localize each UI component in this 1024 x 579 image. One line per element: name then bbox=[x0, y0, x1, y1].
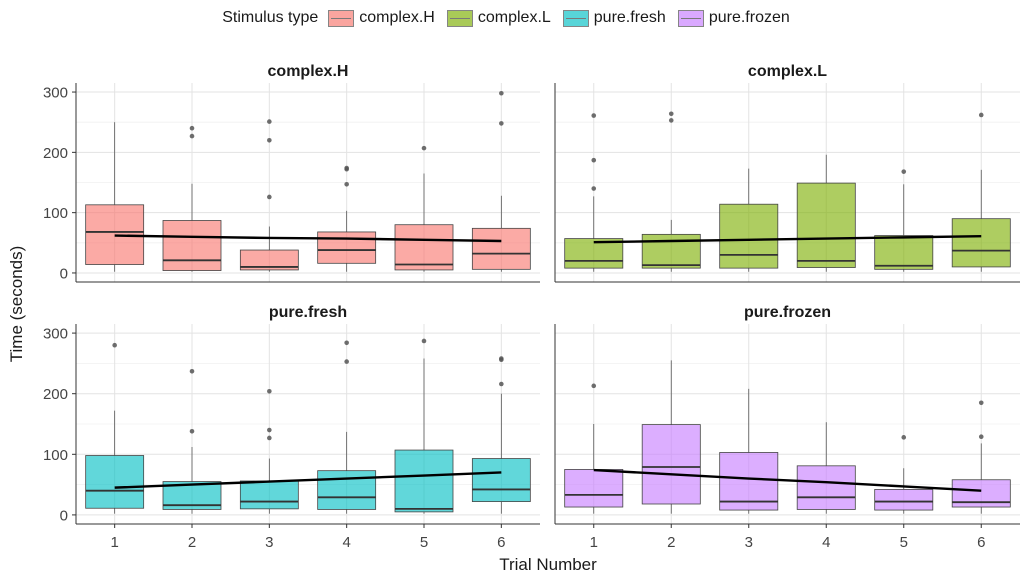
box-complex-l-trial-1 bbox=[564, 238, 624, 269]
outlier-point bbox=[591, 186, 597, 191]
legend-label-complex-l: complex.L bbox=[477, 9, 551, 26]
box-complex-h-trial-6 bbox=[471, 227, 531, 270]
legend-label-pure-frozen: pure.frozen bbox=[708, 9, 790, 26]
legend: Stimulus type complex.H complex.L pure.f… bbox=[0, 6, 1024, 30]
x-tick-label: 1 bbox=[110, 534, 118, 551]
legend-key-pure-frozen bbox=[677, 9, 704, 27]
outlier-point bbox=[978, 112, 984, 118]
y-tick-label: 300 bbox=[43, 85, 68, 102]
outlier-point bbox=[112, 342, 117, 348]
outlier-point bbox=[499, 121, 504, 126]
legend-item-complex-h: complex.H bbox=[328, 9, 435, 27]
y-tick-label: 100 bbox=[43, 205, 68, 222]
legend-label-pure-fresh: pure.fresh bbox=[593, 9, 666, 26]
outlier-point bbox=[591, 113, 597, 118]
outlier-point bbox=[267, 119, 272, 124]
outlier-point bbox=[189, 133, 195, 139]
outlier-point bbox=[267, 194, 272, 200]
legend-key-pure-fresh bbox=[562, 9, 589, 27]
outlier-point bbox=[591, 157, 597, 163]
outlier-point bbox=[344, 165, 349, 171]
box-complex-h-trial-4 bbox=[317, 231, 377, 264]
x-tick-label: 5 bbox=[900, 534, 908, 551]
legend-item-complex-l: complex.L bbox=[446, 9, 551, 27]
panel-title-pure-frozen: pure.frozen bbox=[744, 304, 831, 321]
outlier-point bbox=[978, 400, 984, 406]
x-tick-label: 1 bbox=[590, 534, 598, 551]
box-complex-h-trial-2 bbox=[162, 220, 222, 271]
outlier-point bbox=[668, 111, 674, 117]
x-tick-label: 6 bbox=[977, 534, 985, 551]
outlier-point bbox=[421, 338, 427, 344]
box-pure-fresh-trial-1 bbox=[85, 455, 145, 509]
panel-title-pure-fresh: pure.fresh bbox=[269, 304, 347, 321]
box-complex-h-trial-5 bbox=[394, 224, 454, 271]
outlier-point bbox=[267, 435, 272, 441]
trend-line-complex-l bbox=[593, 234, 982, 244]
x-tick-label: 3 bbox=[265, 534, 273, 551]
box-pure-frozen-trial-3 bbox=[719, 452, 779, 511]
x-tick-label: 4 bbox=[822, 534, 830, 551]
box-pure-frozen-trial-5 bbox=[874, 489, 934, 511]
y-axis-title: Time (seconds) bbox=[7, 246, 26, 363]
y-tick-label: 200 bbox=[43, 145, 68, 162]
outlier-point bbox=[499, 356, 504, 361]
outlier-point bbox=[668, 118, 674, 123]
panel-title-complex-l: complex.L bbox=[748, 63, 827, 80]
box-complex-l-trial-4 bbox=[796, 182, 856, 268]
box-pure-frozen-trial-2 bbox=[641, 424, 701, 505]
box-pure-frozen-trial-4 bbox=[796, 465, 856, 510]
box-complex-l-trial-6 bbox=[951, 218, 1011, 268]
outlier-point bbox=[978, 434, 984, 440]
outlier-point bbox=[267, 137, 272, 143]
y-tick-label: 200 bbox=[43, 386, 68, 403]
y-tick-label: 300 bbox=[43, 326, 68, 343]
outlier-point bbox=[591, 383, 597, 389]
outlier-point bbox=[344, 182, 349, 187]
outlier-point bbox=[901, 169, 907, 174]
box-complex-l-trial-3 bbox=[719, 203, 779, 269]
outlier-point bbox=[267, 388, 272, 394]
legend-item-pure-fresh: pure.fresh bbox=[562, 9, 666, 27]
trend-line-pure-frozen bbox=[593, 468, 982, 492]
x-tick-label: 2 bbox=[188, 534, 196, 551]
x-tick-label: 4 bbox=[342, 534, 350, 551]
panel-title-complex-h: complex.H bbox=[268, 63, 349, 80]
x-axis-title: Trial Number bbox=[499, 555, 597, 574]
outlier-point bbox=[344, 359, 349, 364]
box-complex-h-trial-1 bbox=[85, 204, 145, 265]
box-complex-h-trial-3 bbox=[239, 249, 299, 271]
legend-item-pure-frozen: pure.frozen bbox=[677, 9, 790, 27]
y-tick-label: 100 bbox=[43, 447, 68, 464]
outlier-point bbox=[344, 340, 349, 346]
outlier-point bbox=[189, 125, 195, 131]
legend-key-complex-l bbox=[446, 9, 473, 27]
outlier-point bbox=[499, 381, 504, 387]
legend-title: Stimulus type bbox=[222, 9, 319, 26]
y-tick-label: 0 bbox=[60, 507, 68, 524]
outlier-point bbox=[189, 368, 195, 374]
box-complex-l-trial-2 bbox=[641, 233, 701, 269]
x-tick-label: 5 bbox=[420, 534, 428, 551]
outlier-point bbox=[267, 427, 272, 433]
legend-label-complex-h: complex.H bbox=[359, 9, 435, 26]
box-pure-fresh-trial-4 bbox=[317, 470, 377, 510]
box-pure-fresh-trial-5 bbox=[394, 449, 454, 513]
box-pure-frozen-trial-1 bbox=[564, 469, 624, 508]
outlier-point bbox=[189, 428, 195, 434]
legend-key-complex-h bbox=[328, 9, 355, 27]
box-pure-fresh-trial-6 bbox=[471, 458, 531, 502]
y-tick-label: 0 bbox=[60, 265, 68, 282]
x-tick-label: 6 bbox=[497, 534, 505, 551]
x-tick-label: 2 bbox=[667, 534, 675, 551]
x-tick-label: 3 bbox=[745, 534, 753, 551]
outlier-point bbox=[421, 145, 427, 151]
outlier-point bbox=[901, 435, 907, 440]
trend-line-pure-fresh bbox=[114, 471, 502, 489]
box-complex-l-trial-5 bbox=[874, 235, 934, 270]
outlier-point bbox=[499, 90, 504, 96]
trend-line-complex-h bbox=[114, 234, 502, 243]
box-pure-fresh-trial-3 bbox=[239, 480, 299, 510]
